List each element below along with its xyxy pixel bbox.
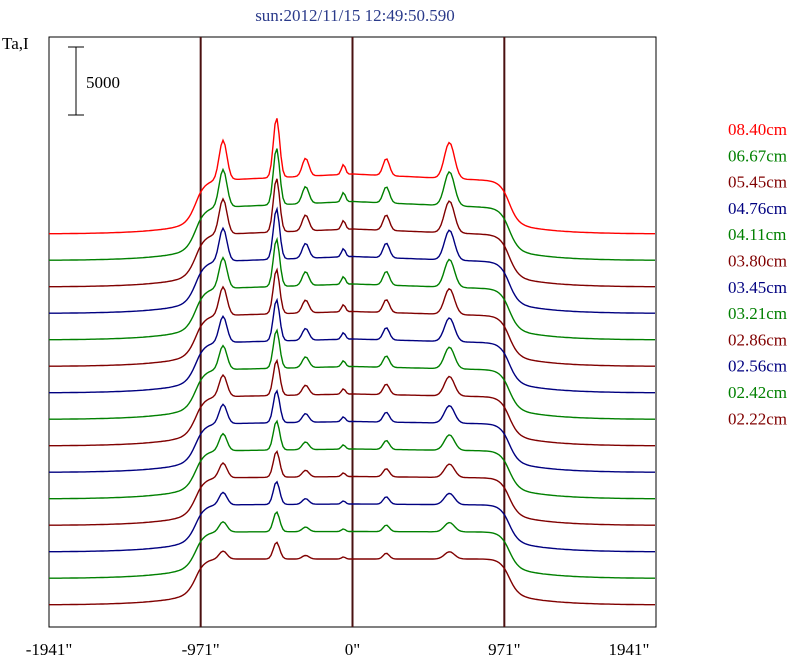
series-line-10 [49, 419, 655, 500]
legend-entry: 02.22cm [728, 409, 787, 428]
legend-entry: 06.67cm [728, 146, 787, 165]
x-tick-label: -1941" [26, 640, 73, 659]
x-tick-label: 971" [488, 640, 520, 659]
x-tick-label: -971" [182, 640, 220, 659]
series-line-6 [49, 297, 655, 394]
series-line-4 [49, 236, 655, 341]
legend-entry: 02.42cm [728, 383, 787, 402]
series-line-14 [49, 541, 655, 606]
chart-title: sun:2012/11/15 12:49:50.590 [255, 6, 455, 25]
series-line-7 [49, 328, 655, 420]
series-line-1 [49, 148, 655, 261]
series-line-13 [49, 510, 655, 579]
legend-entry: 02.86cm [728, 330, 787, 349]
series-line-5 [49, 267, 655, 367]
series-line-2 [49, 178, 655, 288]
scale-bar: 5000 [68, 46, 120, 116]
x-tick-label: 0" [345, 640, 360, 659]
vertical-reference-lines [199, 37, 506, 627]
series-line-3 [49, 206, 655, 314]
legend-entry: 03.45cm [728, 278, 787, 297]
legend-entry: 05.45cm [728, 173, 787, 192]
legend-entry: 03.21cm [728, 304, 787, 323]
series-line-8 [49, 358, 655, 447]
series-line-11 [49, 450, 655, 526]
legend-entry: 02.56cm [728, 357, 787, 376]
series-line-9 [49, 389, 655, 473]
y-axis-label: Ta,I [2, 34, 29, 53]
scale-bar-label: 5000 [86, 73, 120, 92]
legend-entry: 04.11cm [728, 225, 786, 244]
x-tick-labels: -1941" -971" 0" 971" 1941" [26, 640, 650, 659]
legend: 08.40cm 06.67cm 05.45cm 04.76cm 04.11cm 03.80… [728, 120, 787, 428]
legend-entry: 03.80cm [728, 252, 787, 271]
legend-entry: 04.76cm [728, 199, 787, 218]
series-line-12 [49, 480, 655, 553]
series-group [49, 118, 655, 606]
series-line-0 [49, 118, 655, 235]
legend-entry: 08.40cm [728, 120, 787, 139]
x-tick-label: 1941" [609, 640, 650, 659]
